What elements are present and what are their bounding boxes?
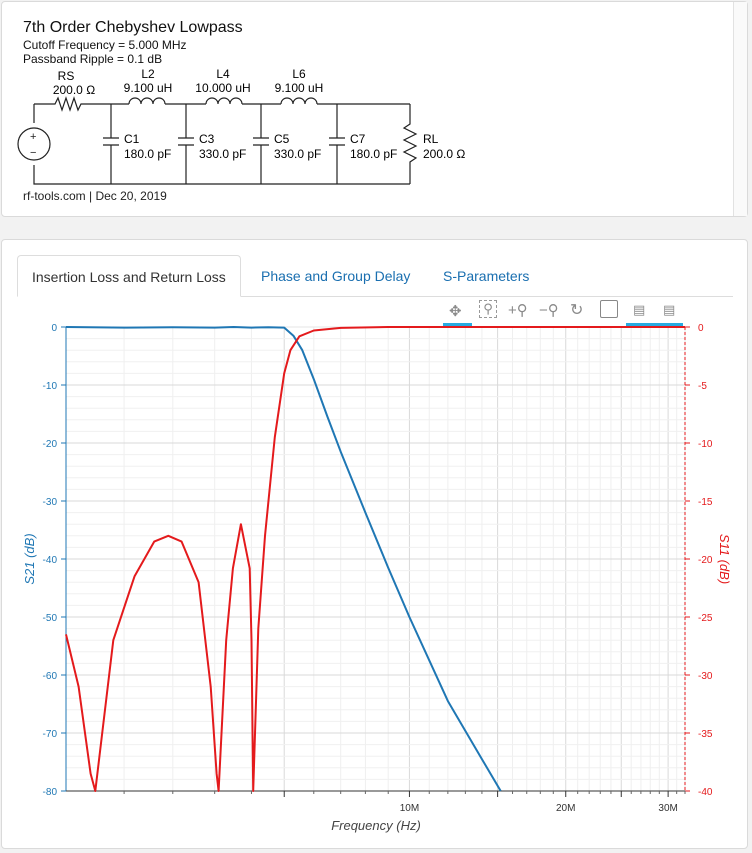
c3-value: 330.0 pF (199, 147, 246, 161)
l4-label: L4 (216, 67, 230, 81)
schematic-footer: rf-tools.com | Dec 20, 2019 (23, 189, 167, 203)
l2-value: 9.100 uH (124, 81, 173, 95)
left-tick-label: -40 (43, 555, 58, 566)
right-tick-label: -30 (698, 671, 713, 682)
s21-line (65, 326, 502, 792)
left-tick-label: -70 (43, 729, 58, 740)
y-axis-right-label: S11 (dB) (717, 534, 732, 584)
y-axis-left-label: S21 (dB) (22, 533, 37, 584)
c1-label: C1 (124, 132, 140, 146)
l4-value: 10.000 uH (195, 81, 250, 95)
schematic-title: 7th Order Chebyshev Lowpass (23, 19, 243, 36)
rs-value: 200.0 Ω (53, 83, 95, 97)
right-tick-label: -35 (698, 729, 713, 740)
rs-label: RS (58, 69, 75, 83)
right-tick-label: -5 (698, 381, 707, 392)
left-tick-label: -30 (43, 497, 58, 508)
right-tick-label: -15 (698, 497, 713, 508)
left-tick-label: -20 (43, 439, 58, 450)
cutoff-frequency: Cutoff Frequency = 5.000 MHz (23, 38, 187, 52)
pan-icon[interactable]: ✥ (449, 303, 462, 320)
schematic-card (1, 1, 748, 217)
c7-value: 180.0 pF (350, 147, 397, 161)
plus-sign: + (30, 131, 36, 143)
box-zoom-icon[interactable]: ⚲ (479, 300, 497, 318)
filter-schematic: 7th Order Chebyshev Lowpass Cutoff Frequ… (17, 19, 465, 203)
x-tick-label: 20M (556, 803, 575, 814)
right-tick-label: -20 (698, 555, 713, 566)
l2-label: L2 (141, 67, 155, 81)
c3-label: C3 (199, 132, 215, 146)
right-tick-label: -10 (698, 439, 713, 450)
right-tick-label: -25 (698, 613, 713, 624)
tab-s-parameters[interactable]: S-Parameters (443, 268, 530, 284)
minus-sign: − (30, 147, 36, 159)
tab-bar: Insertion Loss and Return Loss Phase and… (17, 255, 733, 297)
passband-ripple: Passband Ripple = 0.1 dB (23, 52, 162, 66)
left-tick-label: -10 (43, 381, 58, 392)
left-tick-label: -50 (43, 613, 58, 624)
c5-value: 330.0 pF (274, 147, 321, 161)
hover-icon-1[interactable]: ▤ (633, 302, 646, 317)
left-tick-label: -80 (43, 787, 58, 798)
c5-label: C5 (274, 132, 290, 146)
reset-icon[interactable]: ↻ (570, 302, 584, 319)
x-tick-label: 10M (400, 803, 419, 814)
tab-phase-group-delay[interactable]: Phase and Group Delay (261, 268, 411, 284)
l6-value: 9.100 uH (275, 81, 324, 95)
grid (66, 326, 686, 792)
zoom-out-icon[interactable]: −⚲ (539, 302, 559, 319)
plot-card: Insertion Loss and Return Loss Phase and… (1, 239, 748, 849)
rl-label: RL (423, 132, 439, 146)
right-tick-label: 0 (698, 323, 704, 334)
x-tick-label: 30M (658, 803, 677, 814)
left-tick-label: -60 (43, 671, 58, 682)
zoom-in-icon[interactable]: +⚲ (508, 302, 528, 319)
left-tick-label: 0 (51, 323, 57, 334)
save-icon[interactable] (600, 300, 618, 318)
c7-label: C7 (350, 132, 366, 146)
scrollbar[interactable] (733, 2, 747, 216)
s11-line (65, 326, 685, 792)
c1-value: 180.0 pF (124, 147, 171, 161)
right-tick-label: -40 (698, 787, 713, 798)
hover-icon-2[interactable]: ▤ (663, 302, 676, 317)
rl-value: 200.0 Ω (423, 147, 465, 161)
x-axis-label: Frequency (Hz) (331, 818, 421, 833)
l6-label: L6 (292, 67, 306, 81)
tab-insertion-return-loss[interactable]: Insertion Loss and Return Loss (17, 255, 241, 297)
